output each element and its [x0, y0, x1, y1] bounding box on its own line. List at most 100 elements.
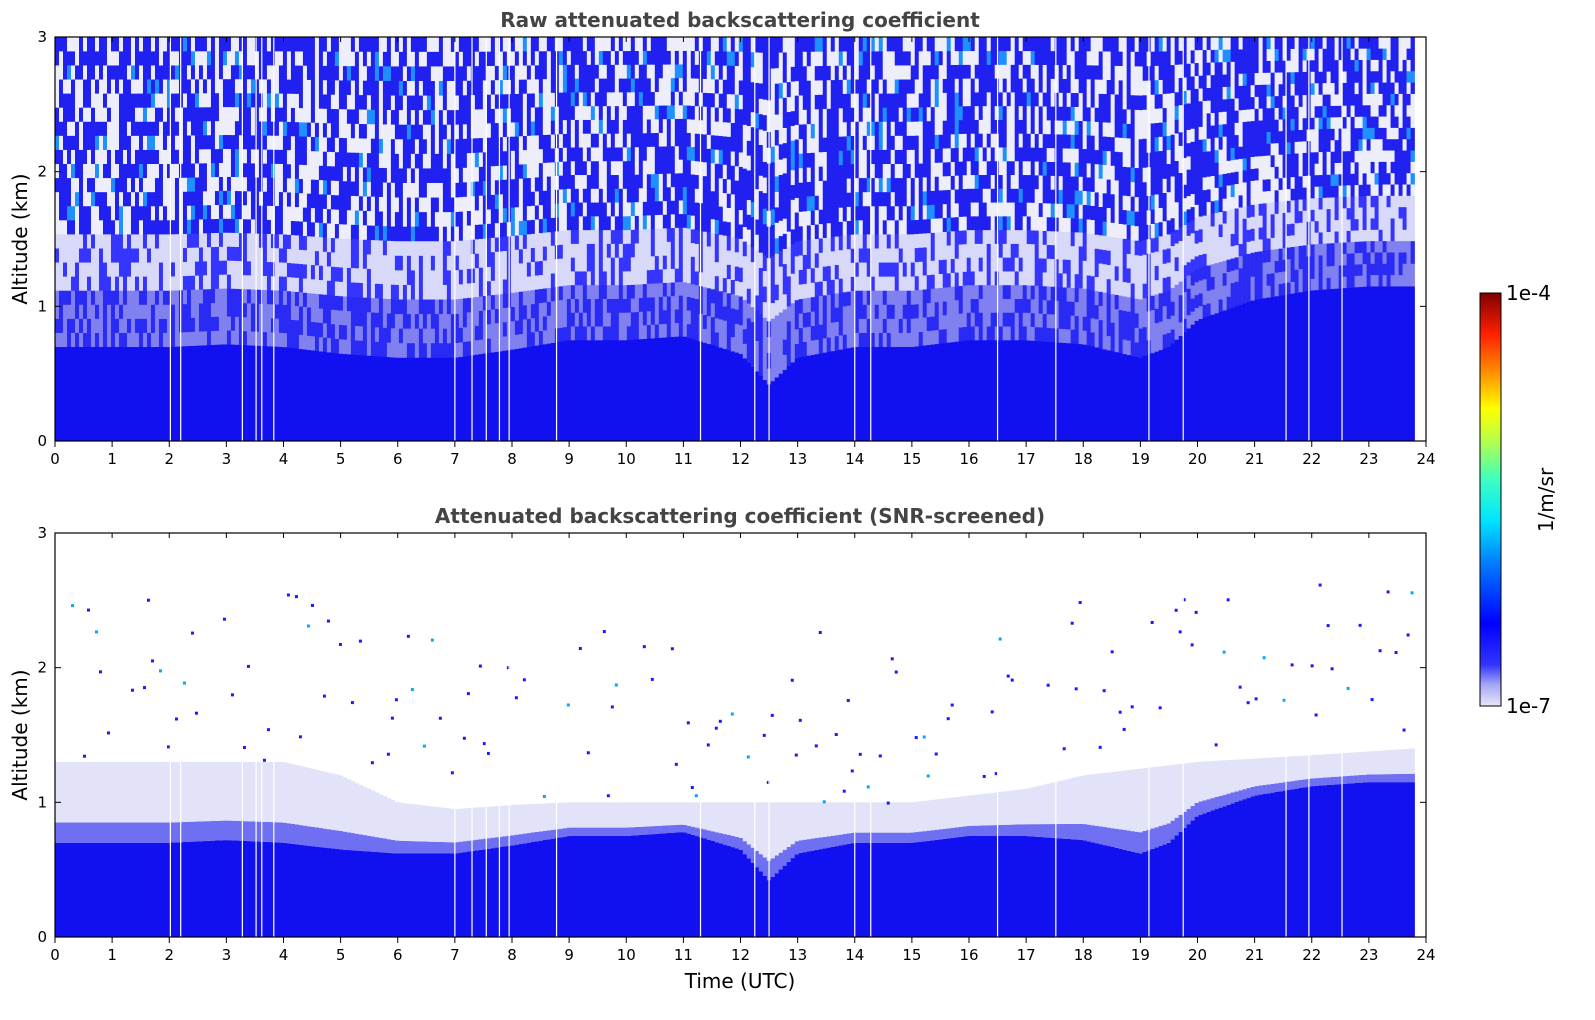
heatmap-cell	[190, 163, 196, 178]
heatmap-cell	[142, 290, 148, 305]
heatmap-cell	[334, 281, 340, 296]
heatmap-cell	[254, 303, 260, 318]
heatmap-cell	[738, 123, 744, 139]
heatmap-cell	[434, 37, 440, 52]
heatmap-cell	[602, 92, 608, 107]
heatmap-cell	[166, 65, 172, 80]
heatmap-cell	[342, 152, 348, 167]
heatmap-cell	[886, 205, 892, 221]
heatmap-cell	[838, 335, 844, 350]
heatmap-cell	[534, 135, 540, 150]
heatmap-cell	[482, 51, 488, 67]
heatmap-cell	[402, 299, 408, 315]
heatmap-cell	[490, 208, 496, 224]
heatmap-cell	[202, 135, 208, 150]
heatmap-cell	[614, 50, 620, 65]
heatmap-cell	[134, 332, 140, 348]
heatmap-cell	[870, 177, 876, 193]
heatmap-cell	[102, 163, 108, 179]
heatmap-cell	[646, 37, 652, 52]
heatmap-cell	[206, 274, 212, 290]
heatmap-cell	[462, 254, 468, 270]
heatmap-cell	[534, 163, 540, 178]
heatmap-cell	[110, 107, 116, 122]
heatmap-cell	[894, 177, 900, 193]
heatmap-cell	[910, 51, 916, 66]
heatmap-cell	[78, 276, 84, 291]
heatmap-cell	[670, 336, 676, 441]
heatmap-cell	[430, 51, 436, 67]
heatmap-cell	[418, 313, 424, 329]
heatmap-cell	[890, 262, 896, 277]
heatmap-cell	[746, 288, 752, 304]
heatmap-cell	[90, 346, 96, 441]
heatmap-cell	[866, 205, 872, 221]
heatmap-cell	[662, 337, 668, 441]
heatmap-cell	[618, 216, 624, 231]
heatmap-cell	[114, 318, 120, 333]
heatmap-cell	[890, 37, 896, 52]
heatmap-cell	[466, 80, 472, 96]
heatmap-cell	[874, 318, 880, 333]
heatmap-cell	[298, 93, 304, 109]
heatmap-cell	[422, 109, 428, 125]
heatmap-cell	[418, 95, 424, 111]
heatmap-cell	[586, 216, 592, 231]
heatmap-cell	[702, 64, 708, 79]
heatmap-cell	[102, 318, 108, 333]
heatmap-cell	[62, 220, 68, 235]
heatmap-cell	[402, 51, 408, 67]
heatmap-cell	[790, 347, 796, 363]
heatmap-cell	[874, 220, 880, 235]
heatmap-cell	[598, 271, 604, 286]
heatmap-cell	[146, 121, 152, 136]
heatmap-cell	[162, 135, 168, 150]
heatmap-cell	[862, 318, 868, 333]
heatmap-cell	[826, 94, 832, 109]
heatmap-cell	[478, 296, 484, 311]
heatmap-cell	[150, 290, 156, 305]
heatmap-cell	[150, 262, 156, 277]
heatmap-cell	[786, 365, 792, 441]
heatmap-cell	[782, 142, 788, 159]
heatmap-cell	[158, 107, 164, 122]
heatmap-cell	[290, 319, 296, 335]
heatmap-cell	[126, 205, 132, 221]
heatmap-cell	[778, 159, 784, 175]
heatmap-cell	[878, 93, 884, 108]
heatmap-cell	[910, 65, 916, 80]
heatmap-cell	[646, 91, 652, 106]
heatmap-cell	[414, 342, 420, 358]
heatmap-cell	[550, 134, 556, 149]
heatmap-cell	[202, 205, 208, 220]
heatmap-cell	[790, 317, 796, 333]
heatmap-cell	[886, 37, 892, 52]
heatmap-cell	[650, 228, 656, 243]
heatmap-cell	[454, 269, 460, 285]
heatmap-cell	[590, 271, 596, 286]
heatmap-cell	[902, 276, 908, 291]
heatmap-cell	[330, 309, 336, 325]
heatmap-cell	[834, 108, 840, 123]
heatmap-cell	[558, 120, 564, 135]
heatmap-cell	[378, 124, 384, 139]
heatmap-cell	[878, 163, 884, 179]
heatmap-cell	[914, 121, 920, 136]
heatmap-cell	[914, 37, 920, 52]
heatmap-cell	[194, 247, 200, 262]
heatmap-cell	[654, 242, 660, 257]
heatmap-cell	[530, 275, 536, 291]
heatmap-cell	[286, 248, 292, 264]
heatmap-cell	[250, 345, 256, 441]
heatmap-cell	[374, 124, 380, 139]
heatmap-cell	[778, 37, 784, 53]
heatmap-cell	[778, 144, 784, 160]
heatmap-cell	[322, 151, 328, 167]
heatmap-cell	[146, 318, 152, 333]
heatmap-cell	[366, 210, 372, 226]
heatmap-cell	[106, 262, 112, 277]
heatmap-cell	[198, 135, 204, 150]
heatmap-cell	[98, 304, 104, 319]
heatmap-cell	[446, 284, 452, 300]
heatmap-cell	[586, 119, 592, 134]
